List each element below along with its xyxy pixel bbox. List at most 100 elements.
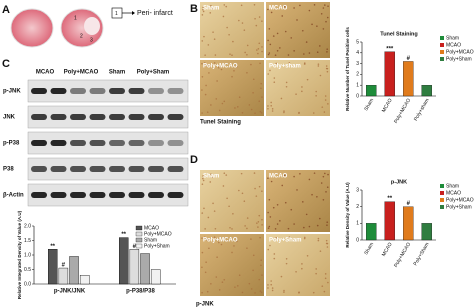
cell bbox=[285, 258, 288, 260]
cell bbox=[258, 278, 261, 281]
x-tick-label: p-JNK/JNK bbox=[54, 289, 86, 295]
cell bbox=[280, 97, 283, 100]
cell bbox=[287, 227, 290, 230]
cell bbox=[325, 67, 328, 70]
image-grid: Sham MCAO Poly+MCAO Poly+sham bbox=[200, 2, 330, 116]
cell bbox=[326, 51, 328, 53]
cell bbox=[252, 92, 254, 94]
cell bbox=[250, 108, 253, 111]
cell bbox=[324, 99, 327, 101]
cell bbox=[312, 112, 315, 114]
lane-label: Poly+MCAO bbox=[64, 70, 99, 76]
cell bbox=[322, 175, 325, 178]
cell bbox=[306, 78, 309, 81]
cell bbox=[284, 201, 287, 204]
cell bbox=[293, 7, 295, 9]
caption: Tunel Staining bbox=[200, 120, 241, 126]
cell bbox=[221, 281, 224, 283]
cell bbox=[259, 62, 261, 65]
cell bbox=[246, 44, 249, 47]
bar bbox=[69, 256, 79, 285]
cell bbox=[258, 214, 261, 217]
cell bbox=[327, 103, 329, 105]
infarct bbox=[84, 17, 100, 35]
cell bbox=[317, 239, 320, 242]
cell bbox=[226, 26, 228, 29]
y-tick-label: 3 bbox=[356, 61, 359, 67]
cell bbox=[325, 242, 328, 245]
cell bbox=[211, 7, 214, 10]
cell bbox=[215, 276, 218, 278]
legend-label: Sham bbox=[446, 183, 459, 189]
band bbox=[109, 88, 125, 94]
cell bbox=[201, 62, 203, 65]
cell bbox=[201, 14, 204, 16]
y-tick-label: 1 bbox=[356, 221, 359, 227]
region-number: 3 bbox=[90, 37, 93, 43]
cell bbox=[270, 101, 272, 104]
cell bbox=[259, 110, 262, 113]
band bbox=[109, 166, 125, 172]
band bbox=[109, 114, 125, 120]
legend-swatch bbox=[440, 57, 444, 61]
image-grid: Sham MCAO Poly+MCAO Poly+Sham bbox=[200, 170, 330, 296]
cell bbox=[225, 174, 228, 176]
cell bbox=[308, 178, 311, 181]
cell bbox=[322, 28, 325, 30]
cell bbox=[226, 197, 228, 200]
legend-label: Poly+Sham bbox=[144, 243, 170, 249]
image-label: Poly+MCAO bbox=[203, 238, 238, 244]
x-tick-label: Poly+MCAO bbox=[393, 98, 412, 125]
cell bbox=[202, 10, 205, 13]
cell bbox=[287, 54, 290, 56]
band bbox=[167, 192, 184, 198]
cell bbox=[326, 246, 329, 248]
cell bbox=[261, 224, 263, 226]
cell bbox=[293, 223, 295, 225]
blot-strip bbox=[27, 157, 189, 181]
cell bbox=[319, 217, 321, 220]
cell bbox=[327, 5, 329, 7]
x-tick-label: MCAO bbox=[381, 242, 394, 258]
cell bbox=[315, 272, 317, 275]
legend-label: MCAO bbox=[144, 225, 159, 231]
x-tick-label: Poly+sham bbox=[413, 98, 431, 123]
bar bbox=[384, 201, 395, 241]
cell bbox=[320, 12, 323, 15]
cell bbox=[301, 86, 303, 88]
cell bbox=[240, 172, 243, 175]
cell bbox=[267, 211, 269, 214]
band bbox=[128, 140, 145, 146]
image-label: Poly+MCAO bbox=[203, 64, 238, 70]
cell bbox=[202, 175, 204, 177]
cell bbox=[298, 292, 300, 294]
bar bbox=[118, 237, 129, 285]
cell bbox=[326, 48, 329, 50]
cell bbox=[213, 210, 216, 212]
bar bbox=[384, 51, 395, 97]
band bbox=[128, 166, 145, 172]
cell bbox=[275, 236, 278, 239]
cell bbox=[272, 206, 275, 209]
row-label: JNK bbox=[3, 115, 16, 121]
cell bbox=[267, 227, 270, 229]
blot-strip bbox=[27, 183, 189, 207]
cell bbox=[272, 35, 275, 37]
x-tick-label: Sham bbox=[363, 242, 375, 256]
cell bbox=[267, 284, 269, 286]
cell bbox=[273, 81, 276, 84]
cell bbox=[279, 220, 281, 222]
cell bbox=[319, 74, 322, 77]
cell bbox=[260, 291, 263, 294]
cell bbox=[269, 216, 272, 218]
y-tick-label: 2 bbox=[356, 72, 359, 78]
x-tick-label: Poly+MCAO bbox=[393, 242, 412, 269]
y-tick-label: 4 bbox=[356, 50, 359, 56]
cell bbox=[255, 24, 258, 27]
cell bbox=[209, 12, 212, 14]
legend-label: Sham bbox=[446, 35, 459, 41]
cell bbox=[316, 25, 318, 27]
cell bbox=[288, 62, 291, 64]
band bbox=[50, 114, 67, 120]
